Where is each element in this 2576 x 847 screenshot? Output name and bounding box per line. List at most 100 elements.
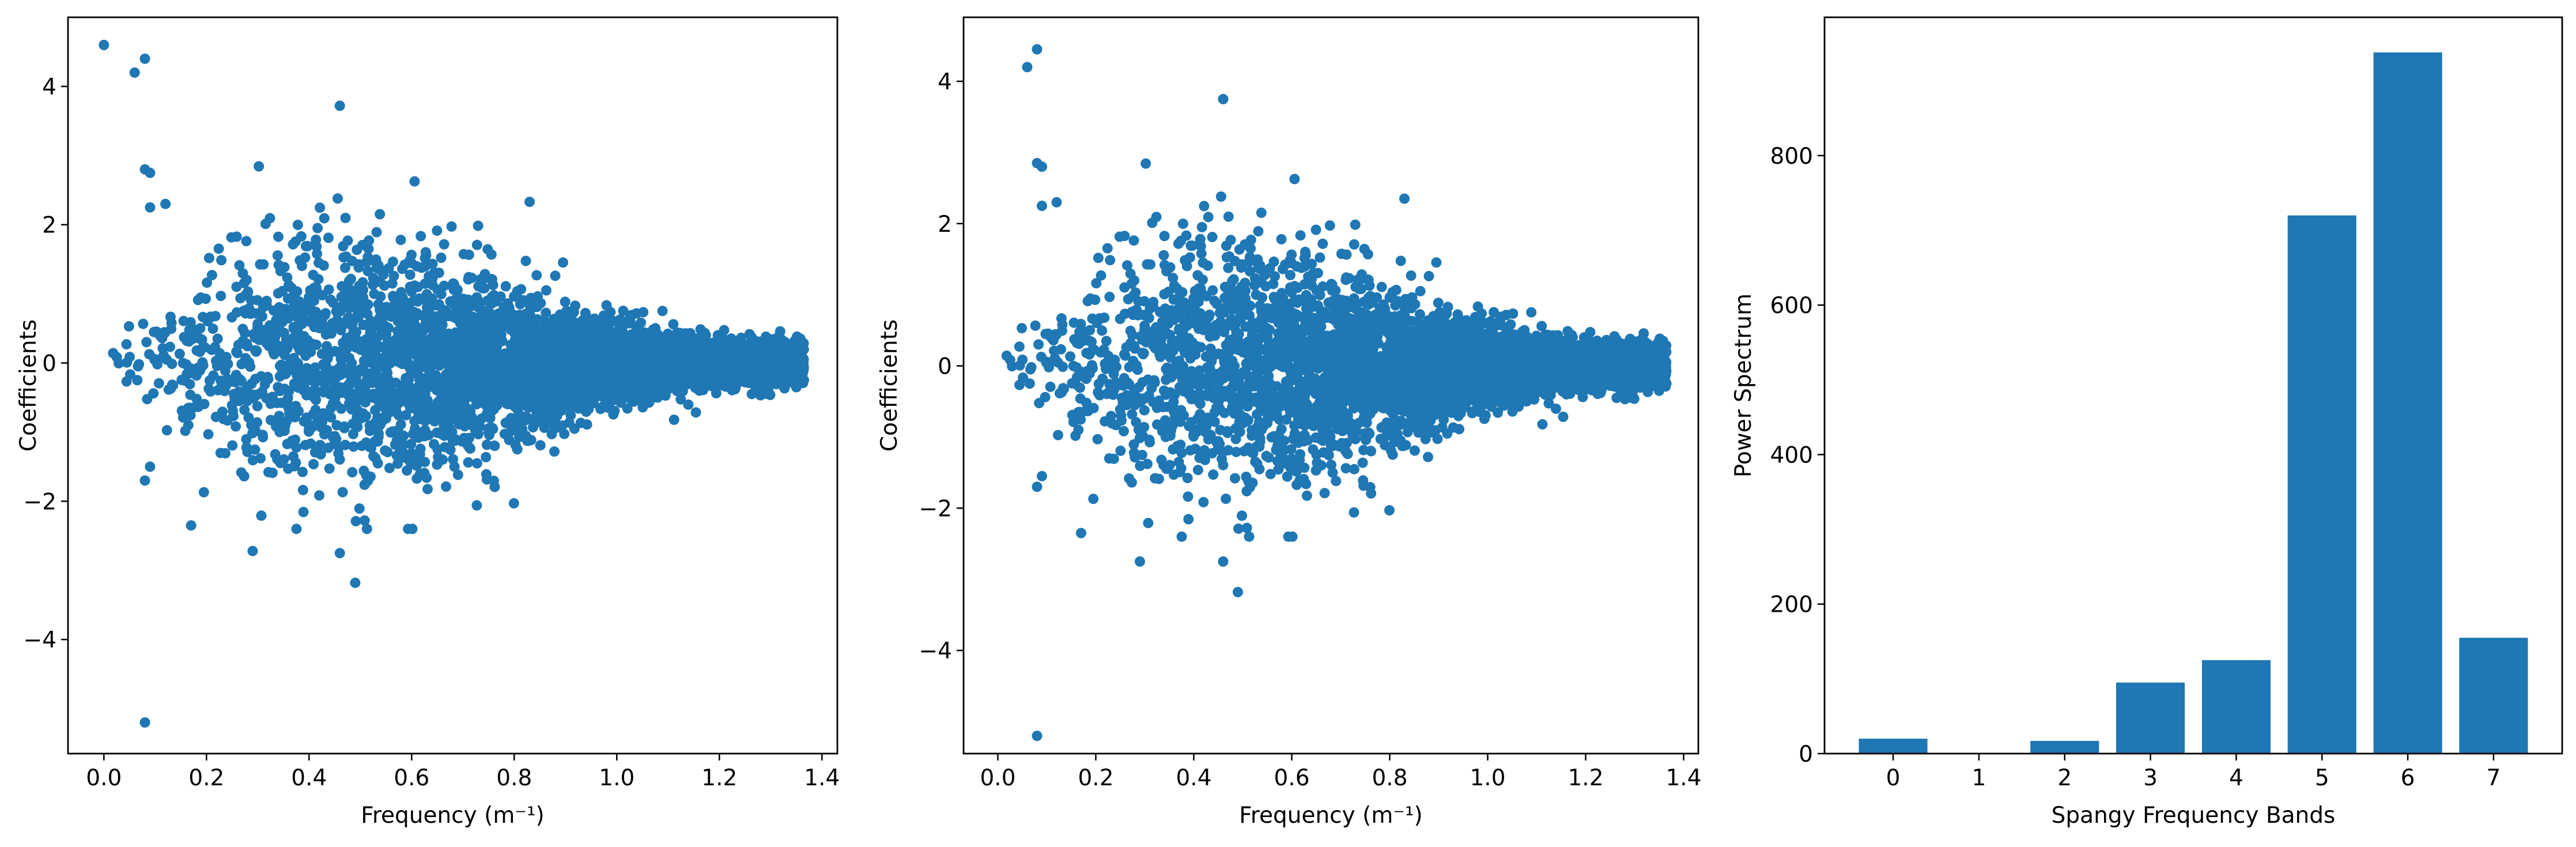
scatter-point	[510, 440, 521, 451]
scatter-point	[273, 231, 284, 242]
scatter-point	[327, 297, 338, 308]
scatter-point	[365, 471, 376, 482]
scatter-point	[201, 293, 211, 304]
scatter-point	[580, 307, 591, 318]
scatter-point	[445, 445, 456, 455]
scatter-point	[364, 420, 375, 431]
scatter-point	[395, 235, 406, 246]
scatter-point	[290, 434, 301, 445]
scatter-point	[637, 402, 648, 413]
scatter-point	[288, 323, 299, 334]
scatter-point	[498, 351, 509, 362]
scatter-point	[372, 458, 383, 469]
scatter-point	[719, 359, 730, 370]
scatter-point	[138, 318, 149, 329]
scatter-point	[387, 352, 398, 363]
scatter-point	[213, 358, 224, 369]
scatter-point	[539, 325, 550, 336]
scatter-point	[310, 404, 321, 415]
scatter-point	[789, 370, 800, 381]
scatter-point	[246, 420, 257, 431]
scatter-point	[520, 255, 531, 266]
scatter-point	[247, 428, 258, 439]
scatter-point	[695, 324, 706, 335]
scatter-point	[250, 345, 260, 356]
scatter-point	[309, 283, 320, 293]
scatter-point	[218, 413, 229, 424]
scatter-point	[792, 354, 803, 365]
scatter-point	[241, 442, 252, 453]
scatter-point	[340, 213, 351, 223]
scatter-point	[344, 276, 354, 286]
scatter-point	[625, 310, 636, 321]
scatter-point	[432, 444, 443, 455]
scatter-point	[316, 348, 327, 359]
scatter-point	[252, 331, 263, 342]
scatter-point	[559, 428, 570, 439]
scatter-point	[273, 382, 284, 393]
scatter-point	[258, 432, 269, 443]
scatter-point	[284, 307, 294, 318]
scatter-point	[368, 392, 378, 403]
scatter-point	[508, 498, 519, 509]
scatter-point	[397, 359, 408, 370]
scatter-point	[478, 356, 489, 367]
scatter-point	[160, 327, 171, 338]
scatter-point	[562, 364, 573, 375]
scatter-point	[323, 232, 334, 243]
scatter-point	[274, 427, 285, 438]
scatter-point	[123, 321, 134, 332]
scatter-point	[392, 316, 403, 326]
scatter-point	[252, 401, 263, 412]
scatter-point	[589, 313, 600, 324]
scatter-point	[392, 458, 403, 469]
scatter-point	[471, 377, 482, 387]
scatter-point	[260, 219, 271, 229]
scatter-point	[495, 291, 506, 302]
scatter-point	[141, 337, 152, 348]
scatter-point	[363, 243, 374, 254]
scatter-point	[274, 360, 285, 371]
scatter-point	[554, 339, 565, 350]
scatter-point	[452, 379, 463, 390]
scatter-point	[339, 421, 350, 432]
scatter-point	[336, 360, 347, 371]
scatter-point	[207, 323, 218, 334]
scatter-point	[358, 465, 369, 476]
scatter-point	[465, 443, 475, 454]
scatter-point	[198, 311, 208, 322]
scatter-point	[765, 389, 776, 400]
scatter-point	[683, 399, 694, 410]
scatter-point	[591, 378, 602, 389]
scatter-point	[231, 421, 241, 432]
scatter-point	[768, 372, 779, 383]
scatter-point	[587, 364, 598, 375]
scatter-point	[532, 381, 543, 391]
scatter-point	[570, 324, 581, 335]
scatter-point	[465, 406, 476, 417]
scatter-point	[362, 266, 373, 277]
scatter-point	[340, 439, 351, 450]
scatter-point	[528, 347, 539, 358]
scatter-point	[369, 436, 380, 447]
scatter-point	[231, 281, 242, 292]
scatter-point	[308, 459, 319, 469]
scatter-point	[477, 413, 488, 424]
scatter-point	[638, 358, 649, 369]
scatter-point	[685, 327, 696, 338]
scatter-point	[535, 417, 546, 428]
scatter-point	[108, 348, 119, 359]
scatter-point	[435, 326, 445, 337]
scatter-point	[439, 239, 450, 250]
scatter-point	[432, 342, 443, 353]
scatter-point	[401, 410, 411, 421]
scatter-point	[456, 329, 467, 340]
scatter-point	[278, 454, 289, 465]
scatter-point	[388, 292, 399, 303]
scatter-point	[323, 284, 334, 295]
scatter-point	[149, 326, 160, 337]
scatter-point	[481, 439, 492, 450]
scatter-point	[308, 392, 319, 403]
scatter-point	[390, 377, 401, 388]
